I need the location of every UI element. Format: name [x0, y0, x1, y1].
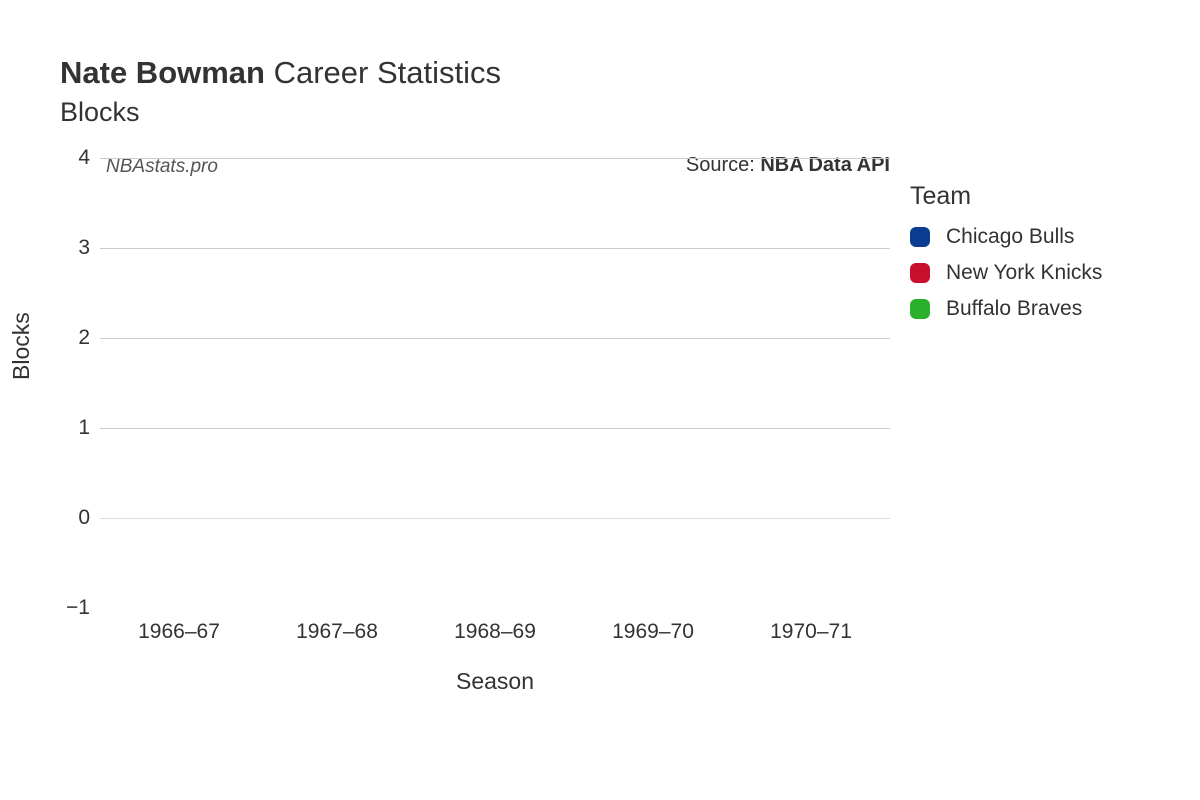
y-axis-label: Blocks [8, 312, 35, 380]
legend-items: Chicago Bulls New York Knicks Buffalo Brav… [910, 225, 1102, 321]
legend-title: Team [910, 182, 1102, 211]
legend-item: New York Knicks [910, 261, 1102, 285]
title-block: Nate Bowman Career Statistics Blocks [60, 55, 501, 128]
x-tick: 1967–68 [296, 620, 378, 644]
y-tick: −1 [50, 596, 90, 620]
legend-label: Chicago Bulls [946, 225, 1074, 249]
gridline [100, 518, 890, 519]
gridline [100, 248, 890, 249]
x-tick: 1970–71 [770, 620, 852, 644]
legend-item: Chicago Bulls [910, 225, 1102, 249]
y-tick: 0 [50, 506, 90, 530]
y-tick: 1 [50, 416, 90, 440]
watermark-text: NBAstats.pro [106, 156, 218, 178]
x-tick: 1968–69 [454, 620, 536, 644]
legend: Team Chicago Bulls New York Knicks Buffalo… [910, 182, 1102, 333]
plot-area: NBAstats.pro Source: NBA Data API 1966–6… [100, 158, 890, 608]
gridline [100, 338, 890, 339]
legend-item: Buffalo Braves [910, 297, 1102, 321]
title-player-name: Nate Bowman [60, 55, 265, 90]
x-axis-label: Season [100, 668, 890, 695]
legend-label: Buffalo Braves [946, 297, 1082, 321]
chart-subtitle: Blocks [60, 97, 501, 128]
chart-title: Nate Bowman Career Statistics [60, 55, 501, 91]
y-tick: 4 [50, 146, 90, 170]
legend-swatch [910, 227, 930, 247]
gridline [100, 428, 890, 429]
chart-container: Nate Bowman Career Statistics Blocks Blo… [0, 0, 1200, 800]
legend-swatch [910, 299, 930, 319]
title-suffix: Career Statistics [265, 55, 501, 90]
x-tick: 1966–67 [138, 620, 220, 644]
x-tick: 1969–70 [612, 620, 694, 644]
gridline [100, 158, 890, 159]
y-tick: 3 [50, 236, 90, 260]
y-tick: 2 [50, 326, 90, 350]
legend-swatch [910, 263, 930, 283]
legend-label: New York Knicks [946, 261, 1102, 285]
